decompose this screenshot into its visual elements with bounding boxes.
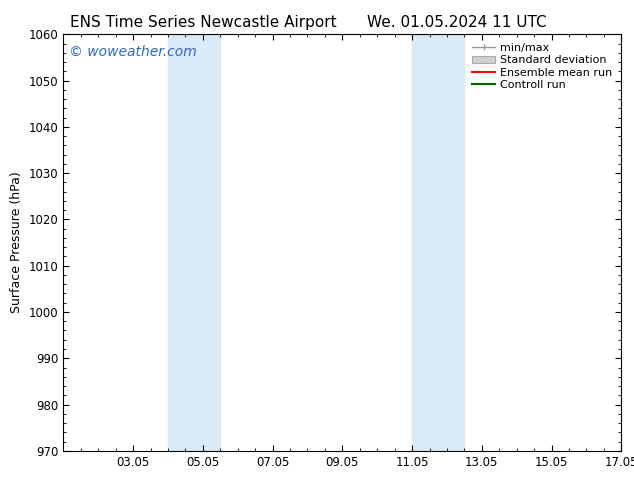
Y-axis label: Surface Pressure (hPa): Surface Pressure (hPa) [10,172,23,314]
Text: ENS Time Series Newcastle Airport: ENS Time Series Newcastle Airport [70,15,336,30]
Text: We. 01.05.2024 11 UTC: We. 01.05.2024 11 UTC [366,15,547,30]
Text: © woweather.com: © woweather.com [69,45,197,59]
Bar [168,34,221,451]
Bar [412,34,464,451]
Legend: min/max, Standard deviation, Ensemble mean run, Controll run: min/max, Standard deviation, Ensemble me… [469,40,616,93]
